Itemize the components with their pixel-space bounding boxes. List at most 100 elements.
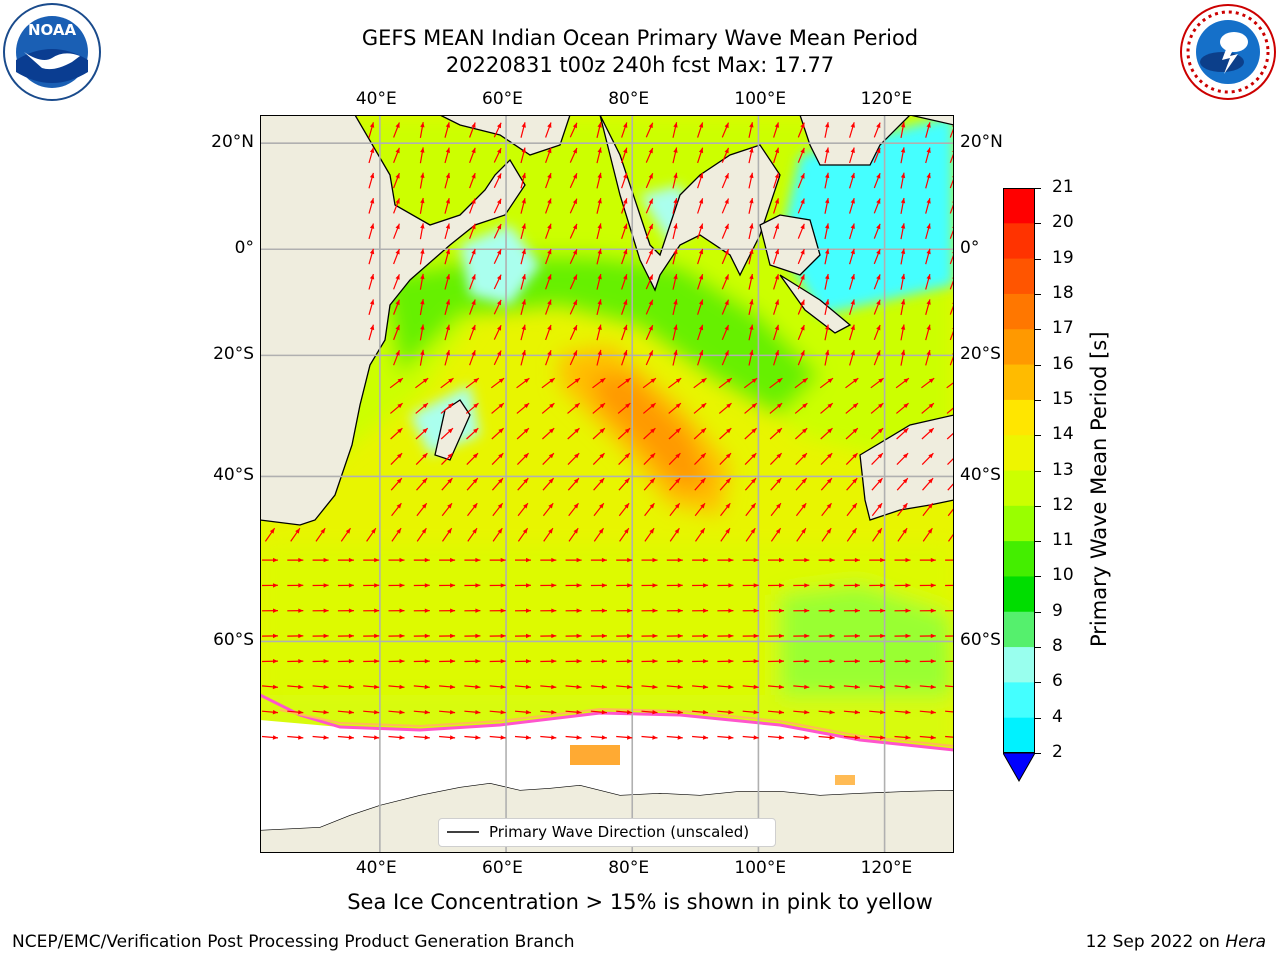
colorbar-label: Primary Wave Mean Period [s] bbox=[1087, 331, 1111, 647]
lat-tick-left: 60°S bbox=[213, 630, 254, 651]
direction-arrowhead bbox=[395, 173, 400, 179]
direction-arrowhead bbox=[576, 735, 582, 740]
direction-arrowhead bbox=[549, 378, 555, 383]
footer-date: 12 Sep 2022 on Hera bbox=[1086, 932, 1266, 952]
direction-arrowhead bbox=[623, 147, 628, 154]
direction-arrowhead bbox=[900, 198, 906, 204]
direction-arrowhead bbox=[497, 350, 502, 356]
direction-arrowhead bbox=[599, 428, 605, 434]
map-panel[interactable] bbox=[259, 114, 955, 854]
direction-arrowhead bbox=[753, 583, 759, 588]
direction-arrowhead bbox=[801, 528, 806, 534]
direction-arrowhead bbox=[420, 198, 425, 204]
direction-arrowhead bbox=[597, 274, 602, 280]
colorbar-tick-label: 15 bbox=[1052, 388, 1074, 409]
direction-arrowhead bbox=[800, 122, 805, 129]
lon-tick-top: 100°E bbox=[734, 89, 787, 109]
direction-arrowhead bbox=[648, 325, 653, 331]
direction-arrowhead bbox=[572, 274, 577, 280]
direction-arrowhead bbox=[725, 503, 731, 509]
direction-arrowhead bbox=[778, 710, 784, 715]
wave-period-map[interactable] bbox=[259, 114, 955, 854]
direction-arrowhead bbox=[880, 608, 886, 613]
direction-arrowhead bbox=[624, 478, 630, 484]
direction-arrowhead bbox=[547, 324, 552, 331]
direction-arrowhead bbox=[521, 274, 526, 280]
direction-arrowhead bbox=[674, 503, 680, 509]
direction-arrowhead bbox=[597, 172, 602, 179]
direction-arrowhead bbox=[374, 608, 380, 613]
direction-arrowhead bbox=[395, 223, 400, 230]
direction-arrowhead bbox=[576, 684, 582, 690]
direction-arrowhead bbox=[905, 710, 911, 715]
direction-arrowhead bbox=[930, 557, 936, 563]
direction-arrowhead bbox=[323, 684, 329, 690]
direction-arrowhead bbox=[700, 478, 706, 484]
direction-arrowhead bbox=[850, 248, 855, 255]
direction-arrowhead bbox=[447, 503, 452, 509]
direction-arrowhead bbox=[673, 223, 678, 229]
direction-arrowhead bbox=[397, 428, 403, 434]
direction-arrowhead bbox=[698, 223, 704, 229]
direction-arrowhead bbox=[749, 349, 754, 356]
direction-arrowhead bbox=[574, 453, 580, 459]
direction-arrowhead bbox=[374, 633, 380, 639]
direction-arrowhead bbox=[825, 122, 830, 128]
direction-arrowhead bbox=[547, 198, 552, 204]
direction-arrowhead bbox=[627, 633, 633, 639]
colorbar-tick-label: 20 bbox=[1052, 212, 1074, 233]
direction-arrowhead bbox=[900, 172, 906, 179]
direction-arrowhead bbox=[930, 633, 936, 639]
direction-arrowhead bbox=[623, 274, 628, 280]
direction-arrowhead bbox=[650, 428, 656, 434]
colorbar-tick-mark bbox=[1035, 399, 1041, 401]
colorbar-tick-mark bbox=[1035, 293, 1041, 295]
direction-arrowhead bbox=[674, 528, 680, 534]
direction-arrowhead bbox=[447, 528, 452, 534]
direction-arrowhead bbox=[826, 478, 832, 484]
direction-arrowhead bbox=[825, 274, 830, 280]
direction-arrowhead bbox=[673, 122, 678, 128]
direction-arrowhead bbox=[800, 249, 805, 255]
direction-arrowhead bbox=[926, 324, 931, 331]
direction-arrowhead bbox=[804, 557, 810, 563]
direction-arrowhead bbox=[724, 198, 729, 204]
direction-arrowhead bbox=[369, 248, 375, 255]
direction-arrowhead bbox=[473, 378, 479, 383]
direction-arrowhead bbox=[652, 583, 658, 588]
direction-arrowhead bbox=[526, 557, 531, 563]
lon-tick-top: 60°E bbox=[482, 89, 523, 109]
direction-arrowhead bbox=[673, 349, 678, 356]
direction-arrowhead bbox=[774, 198, 779, 204]
colorbar-swatch bbox=[1003, 717, 1035, 754]
direction-arrowhead bbox=[876, 147, 881, 154]
direction-arrowhead bbox=[623, 173, 628, 179]
direction-arrowhead bbox=[497, 299, 502, 306]
direction-arrowhead bbox=[749, 172, 754, 179]
direction-arrowhead bbox=[448, 403, 454, 409]
direction-arrowhead bbox=[673, 274, 678, 280]
direction-arrowhead bbox=[850, 172, 855, 179]
direction-arrowhead bbox=[753, 735, 759, 740]
direction-arrowhead bbox=[777, 378, 783, 383]
direction-arrowhead bbox=[521, 172, 526, 179]
direction-arrowhead bbox=[900, 122, 906, 128]
direction-arrowhead bbox=[599, 453, 605, 459]
direction-arrowhead bbox=[926, 172, 931, 179]
direction-arrowhead bbox=[726, 378, 732, 383]
direction-arrowhead bbox=[450, 633, 456, 639]
direction-arrowhead bbox=[900, 349, 906, 356]
colorbar-swatch bbox=[1003, 682, 1035, 719]
direction-arrowhead bbox=[776, 478, 782, 484]
direction-arrowhead bbox=[880, 583, 886, 588]
direction-arrowhead bbox=[652, 557, 658, 563]
direction-arrowhead bbox=[548, 528, 553, 534]
direction-arrowhead bbox=[473, 403, 479, 409]
direction-arrowhead bbox=[800, 299, 805, 306]
direction-arrowhead bbox=[778, 735, 784, 740]
direction-arrowhead bbox=[572, 325, 577, 331]
direction-arrowhead bbox=[551, 557, 557, 563]
direction-arrowhead bbox=[525, 684, 531, 690]
direction-arrowhead bbox=[269, 528, 275, 534]
direction-arrowhead bbox=[549, 403, 555, 409]
